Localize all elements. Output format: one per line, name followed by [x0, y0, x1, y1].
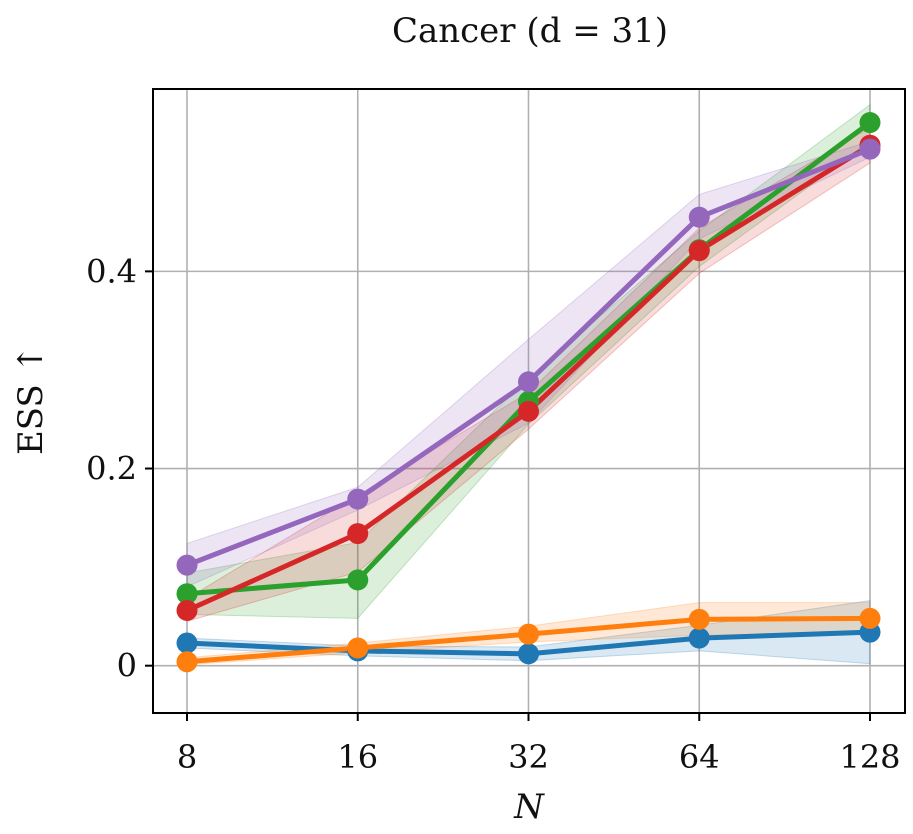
y-tick-label: 0 [117, 647, 137, 685]
series-3-point [347, 569, 369, 591]
series-5-point [347, 488, 369, 510]
series-5-point [176, 554, 198, 576]
y-axis-label: ESS ↑ [11, 345, 51, 455]
series-4-point [518, 400, 539, 422]
series-2-point [859, 607, 881, 629]
x-tick-label: 32 [508, 738, 549, 776]
grid-lines [153, 89, 905, 713]
series-5-point [859, 138, 881, 160]
series-1-point [518, 643, 539, 665]
series-2-point [176, 651, 198, 673]
series-2-point [518, 623, 539, 645]
x-tick-label: 64 [679, 738, 720, 776]
series-4-point [688, 240, 710, 262]
series-4-point [176, 599, 198, 621]
y-axis-ticks: 0 0.2 0.4 [86, 252, 153, 685]
series-3-point [859, 112, 881, 134]
x-tick-label: 128 [839, 738, 900, 776]
series-5-point [518, 371, 539, 393]
series-1-point [688, 627, 710, 649]
series-points [176, 112, 881, 673]
x-tick-label: 8 [177, 738, 197, 776]
series-1-point [176, 632, 198, 654]
x-axis-label: N [513, 787, 545, 827]
x-axis-ticks: 8 16 32 64 128 [177, 713, 901, 776]
series-3-point [176, 583, 198, 605]
series-2-point [688, 608, 710, 630]
chart-title: Cancer (d = 31) [392, 11, 668, 51]
series-4-point [347, 523, 369, 545]
series-2-point [347, 637, 369, 659]
x-tick-label: 16 [337, 738, 378, 776]
y-tick-label: 0.2 [86, 450, 137, 488]
series-5-point [688, 206, 710, 228]
y-tick-label: 0.4 [86, 252, 137, 290]
